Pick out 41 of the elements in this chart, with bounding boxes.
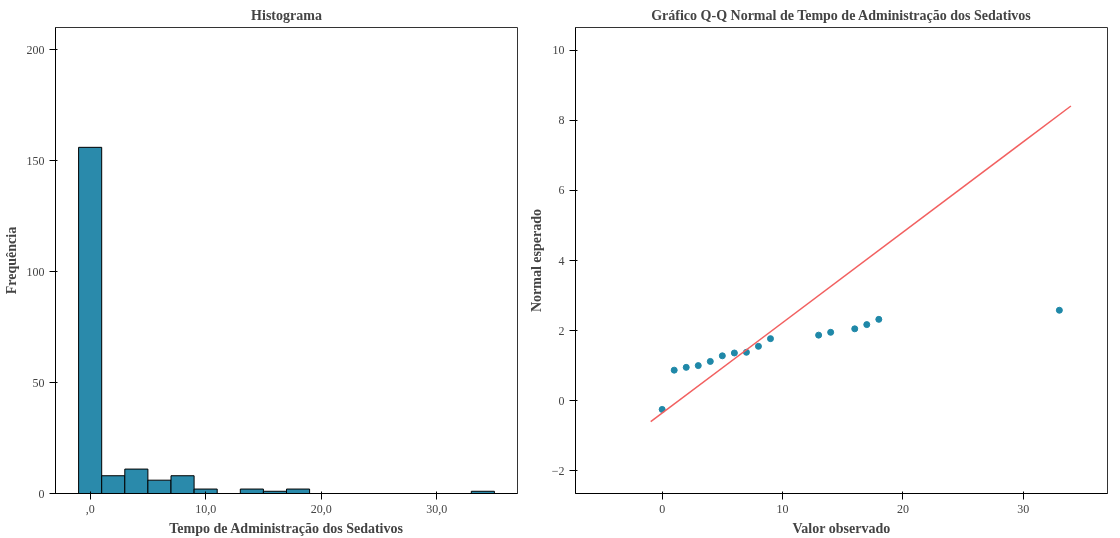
point <box>718 352 726 360</box>
point <box>1055 306 1063 314</box>
x-tick-label: 20,0 <box>310 501 332 516</box>
y-tick-label: 2 <box>558 323 565 338</box>
y-tick-label: 50 <box>32 375 45 390</box>
chart-title: Histograma <box>251 7 322 23</box>
y-axis-title: Normal esperado <box>528 208 544 313</box>
y-tick-label: −2 <box>551 463 565 478</box>
y-axis-title: Frequência <box>3 226 19 295</box>
y-tick-label: 4 <box>558 253 565 268</box>
y-tick-label: 0 <box>558 393 565 408</box>
point <box>670 366 678 374</box>
y-tick-label: 10 <box>552 43 565 58</box>
y-tick-label: 6 <box>558 183 565 198</box>
x-tick-label: ,0 <box>85 501 95 516</box>
point <box>875 315 883 323</box>
chart-title: Gráfico Q-Q Normal de Tempo de Administração dos Sedativos <box>651 7 1032 23</box>
y-tick-label: 0 <box>38 486 45 501</box>
x-tick-label: 20 <box>896 501 909 516</box>
x-tick-label: 10 <box>776 501 789 516</box>
point <box>706 357 714 365</box>
point <box>730 349 738 357</box>
point <box>766 335 774 343</box>
y-tick-label: 8 <box>558 113 565 128</box>
point <box>863 321 871 329</box>
point <box>851 325 859 333</box>
point <box>815 331 823 339</box>
point <box>694 362 702 370</box>
y-tick-label: 200 <box>26 42 45 57</box>
x-tick-label: 10,0 <box>195 501 217 516</box>
point <box>754 342 762 350</box>
y-tick-label: 100 <box>26 264 45 279</box>
x-tick-label: 30,0 <box>426 501 448 516</box>
x-tick-label: 30 <box>1017 501 1030 516</box>
point <box>827 328 835 336</box>
y-tick-label: 150 <box>26 153 45 168</box>
x-axis-title: Tempo de Administração dos Sedativos <box>169 520 404 536</box>
x-axis-title: Valor observado <box>792 520 891 536</box>
point <box>682 363 690 371</box>
x-tick-label: 0 <box>659 501 666 516</box>
point <box>658 405 666 413</box>
